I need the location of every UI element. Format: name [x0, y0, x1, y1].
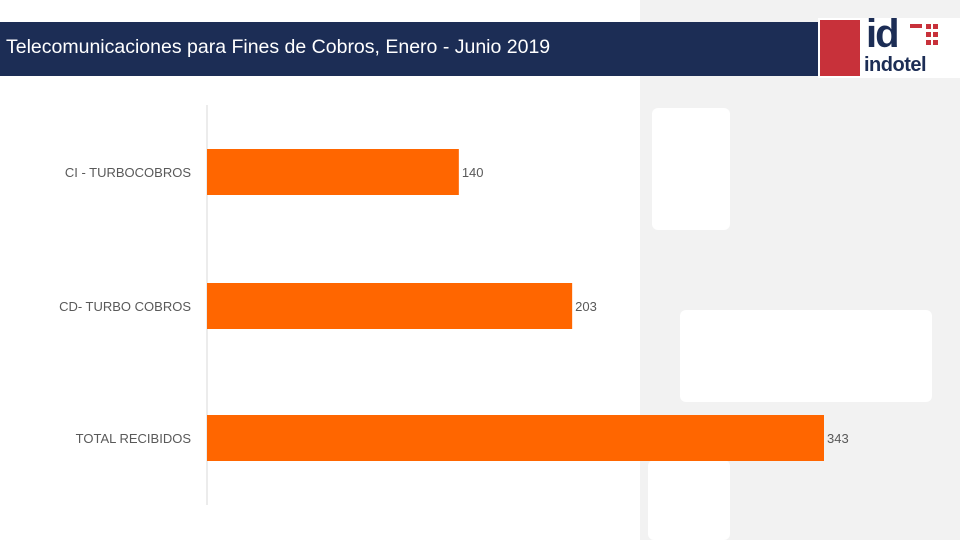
indotel-logo: id indotel: [818, 12, 960, 78]
bar: [207, 283, 573, 329]
bar: [207, 149, 459, 195]
logo-wordmark: indotel: [864, 54, 927, 76]
value-label: 203: [575, 299, 597, 314]
title-bar: Telecomunicaciones para Fines de Cobros,…: [0, 22, 818, 76]
category-label: CI - TURBOCOBROS: [65, 165, 191, 180]
bar: [207, 415, 824, 461]
logo-dots-icon: [910, 24, 938, 45]
background-tile: [648, 460, 730, 540]
logo-red-block: [820, 20, 860, 76]
category-label: CD- TURBO COBROS: [59, 299, 191, 314]
background-tile: [652, 108, 730, 230]
background-tile: [680, 310, 932, 402]
value-label: 343: [827, 431, 849, 446]
page-title: Telecomunicaciones para Fines de Cobros,…: [6, 36, 551, 58]
logo-mark: id: [866, 12, 900, 56]
category-label: TOTAL RECIBIDOS: [76, 431, 192, 446]
value-label: 140: [462, 165, 484, 180]
